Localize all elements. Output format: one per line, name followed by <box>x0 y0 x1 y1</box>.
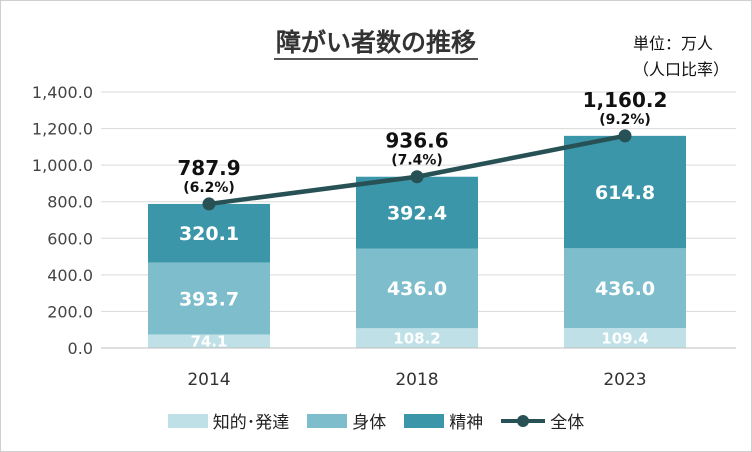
legend-swatch-physical <box>307 413 348 428</box>
legend-label-total: 全体 <box>550 413 585 433</box>
bar-intellectual <box>564 327 686 348</box>
bar-intellectual <box>356 328 478 348</box>
unit-note: 単位：万人 （人口比率） <box>633 31 729 83</box>
legend-label-intellectual: 知的･発達 <box>212 413 290 433</box>
total-point <box>202 197 216 211</box>
chart-title-text: 障がい者数の推移 <box>273 28 478 60</box>
y-tick-label: 1,400.0 <box>32 83 93 102</box>
total-ratio-label: (9.2%) <box>599 112 651 128</box>
bar-physical <box>148 262 270 335</box>
y-tick-label: 600.0 <box>47 229 93 248</box>
y-tick-label: 200.0 <box>47 302 93 321</box>
legend-swatch-mental <box>404 413 445 428</box>
total-ratio-label: (7.4%) <box>391 153 443 169</box>
data-label-physical: 436.0 <box>387 278 447 300</box>
data-label-mental: 392.4 <box>387 202 447 224</box>
x-tick-label: 2023 <box>603 370 646 390</box>
legend-item-mental: 精神 <box>404 408 483 433</box>
bar-physical <box>356 248 478 329</box>
total-ratio-label: (6.2%) <box>183 180 235 196</box>
total-value-label: 1,160.2 <box>583 88 668 112</box>
bar-physical <box>564 248 686 328</box>
y-tick-label: 1,000.0 <box>32 156 93 175</box>
legend-item-total: 全体 <box>501 408 584 433</box>
data-label-physical: 436.0 <box>595 278 655 300</box>
total-point <box>410 170 424 184</box>
data-label-intellectual: 74.1 <box>190 333 227 351</box>
data-label-mental: 320.1 <box>179 223 239 245</box>
legend-item-intellectual: 知的･発達 <box>167 408 290 433</box>
legend-label-physical: 身体 <box>352 413 387 433</box>
legend-swatch-total <box>501 414 546 428</box>
ratio-label: （人口比率） <box>632 60 729 79</box>
data-label-physical: 393.7 <box>179 288 239 310</box>
bar-mental <box>564 135 686 249</box>
y-tick-label: 0.0 <box>68 339 93 358</box>
data-label-intellectual: 108.2 <box>393 330 440 348</box>
total-value-label: 936.6 <box>385 129 448 153</box>
legend-swatch-intellectual <box>167 413 208 428</box>
y-tick-label: 1,200.0 <box>32 120 93 139</box>
total-point <box>618 129 632 143</box>
y-tick-label: 800.0 <box>47 193 93 212</box>
y-tick-label: 400.0 <box>47 266 93 285</box>
bar-mental <box>148 203 270 263</box>
bar-intellectual <box>148 334 270 348</box>
unit-label: 単位：万人 <box>632 34 713 53</box>
data-label-intellectual: 109.4 <box>601 329 648 347</box>
chart-title: 障がい者数の推移 <box>1 23 751 60</box>
total-value-label: 787.9 <box>177 156 240 180</box>
bar-mental <box>356 176 478 249</box>
legend-item-physical: 身体 <box>307 408 386 433</box>
data-label-mental: 614.8 <box>595 182 655 204</box>
x-tick-label: 2014 <box>187 370 230 390</box>
legend-label-mental: 精神 <box>449 413 484 433</box>
x-tick-label: 2018 <box>395 370 438 390</box>
legend: 知的･発達 身体 精神 全体 <box>1 408 751 433</box>
